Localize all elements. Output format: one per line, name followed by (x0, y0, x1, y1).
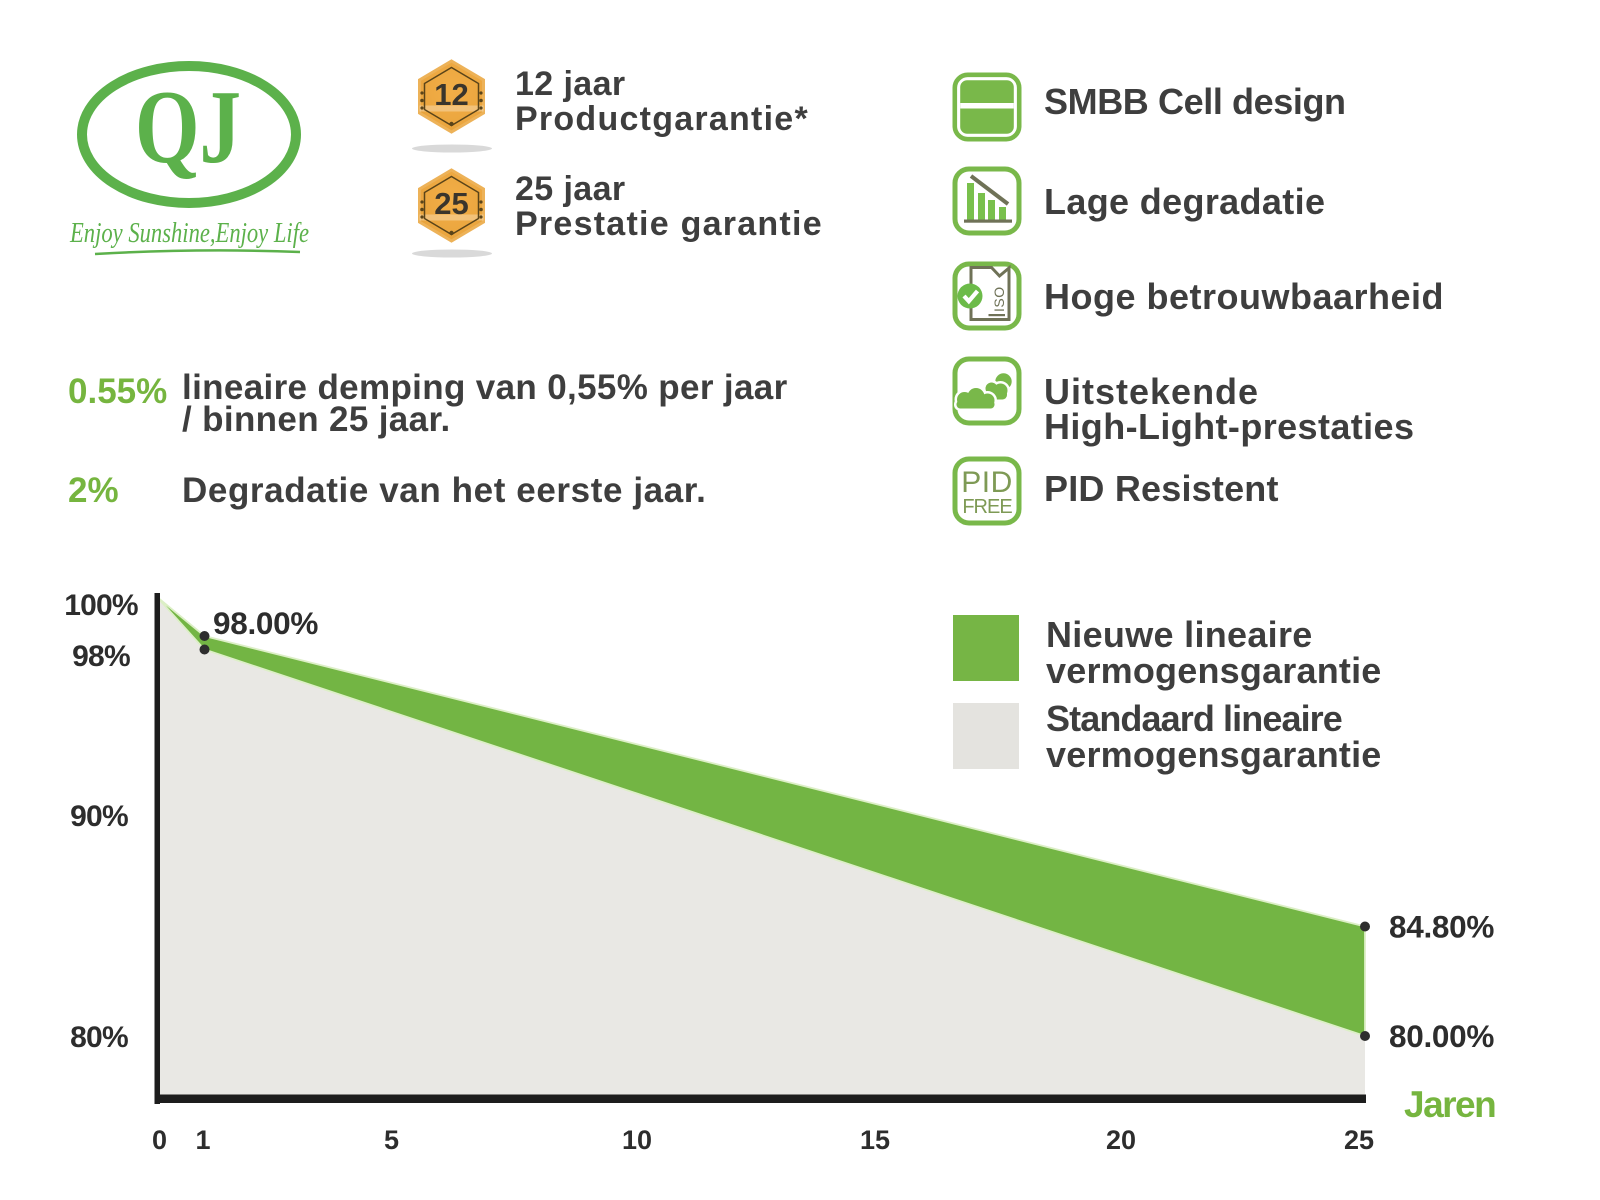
svg-text:Jaren: Jaren (1404, 1084, 1495, 1125)
svg-text:25: 25 (1344, 1125, 1374, 1155)
svg-text:84.80%: 84.80% (1389, 909, 1494, 945)
svg-text:25: 25 (434, 186, 468, 221)
svg-text:90%: 90% (70, 800, 128, 833)
svg-text:5: 5 (384, 1125, 399, 1155)
svg-text:ISO: ISO (991, 286, 1007, 312)
svg-text:100%: 100% (64, 589, 138, 622)
svg-text:12: 12 (434, 77, 468, 112)
svg-text:FREE: FREE (962, 496, 1012, 518)
svg-text:Enjoy Sunshine,Enjoy Life: Enjoy Sunshine,Enjoy Life (69, 217, 309, 249)
svg-text:20: 20 (1106, 1125, 1136, 1155)
svg-text:QJ: QJ (135, 68, 241, 185)
svg-text:PID: PID (961, 466, 1013, 499)
svg-text:98.00%: 98.00% (213, 605, 318, 641)
svg-text:10: 10 (622, 1125, 652, 1155)
svg-text:80%: 80% (70, 1021, 128, 1054)
svg-text:1: 1 (195, 1125, 210, 1155)
svg-text:15: 15 (860, 1125, 890, 1155)
svg-text:98%: 98% (72, 640, 130, 673)
svg-text:80.00%: 80.00% (1389, 1018, 1494, 1054)
svg-text:0: 0 (152, 1125, 167, 1155)
